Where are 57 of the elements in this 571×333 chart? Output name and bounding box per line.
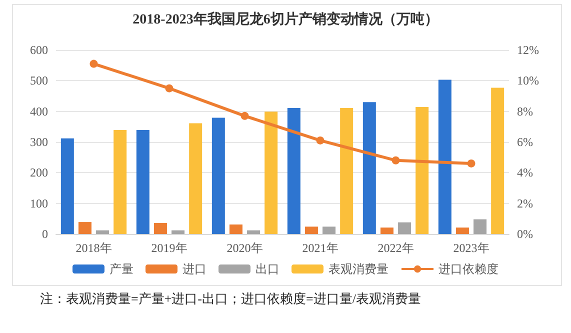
legend-label: 进口依赖度 [438, 262, 498, 276]
bar [247, 230, 260, 234]
bar [456, 228, 469, 234]
y-tick-label: 600 [30, 43, 48, 57]
y-tick-label: 100 [30, 196, 48, 210]
bar [287, 108, 300, 234]
bar [398, 222, 412, 234]
bar [78, 222, 92, 234]
point [316, 136, 324, 144]
x-tick-label: 2020年 [226, 241, 263, 255]
bar [438, 80, 452, 234]
bar [60, 138, 74, 234]
x-tick-label: 2018年 [76, 241, 112, 255]
bar [416, 107, 429, 234]
bar [189, 123, 202, 234]
legend-label: 表观消费量 [328, 262, 388, 276]
y-tick-label: 300 [30, 135, 48, 149]
bar [304, 226, 318, 234]
y2-tick-label: 8% [517, 104, 533, 118]
point [90, 60, 98, 68]
y-tick-label: 200 [30, 166, 48, 180]
chart-title: 2018-2023年我国尼龙6切片产销变动情况（万吨） [132, 10, 438, 28]
x-tick-label: 2022年 [378, 241, 414, 255]
y-tick-label: 400 [30, 104, 48, 118]
bar [491, 88, 504, 234]
bar [362, 102, 376, 234]
y-tick-label: 500 [30, 74, 48, 88]
bar [229, 224, 242, 234]
legend-label: 产量 [110, 262, 134, 276]
point [467, 159, 476, 168]
y2-tick-label: 0% [517, 227, 533, 241]
legend-label: 进口 [182, 262, 206, 276]
x-tick-label: 2019年 [151, 241, 188, 255]
bar [212, 118, 225, 234]
point [165, 84, 174, 92]
point [240, 112, 249, 120]
y2-tick-label: 6% [517, 135, 533, 149]
bar [114, 130, 127, 234]
bar [474, 219, 487, 234]
bar [322, 226, 336, 234]
y2-tick-label: 2% [517, 196, 533, 210]
bar [380, 228, 394, 234]
x-tick-label: 2021年 [302, 241, 338, 255]
y-tick-label: 0 [42, 227, 48, 241]
bar [264, 112, 278, 234]
bar [96, 230, 110, 234]
bar [154, 222, 167, 234]
bar [136, 130, 150, 234]
y2-tick-label: 4% [517, 166, 533, 180]
x-tick-label: 2023年 [453, 241, 490, 255]
bar [340, 108, 354, 234]
y2-tick-label: 10% [517, 74, 539, 88]
bar [172, 230, 185, 234]
point [392, 156, 400, 164]
text: 注：表观消费量=产量+进口-出口；进口依赖度=进口量/表观消费量 [40, 290, 421, 308]
y2-tick-label: 12% [517, 43, 539, 57]
legend-label: 出口 [256, 262, 280, 276]
